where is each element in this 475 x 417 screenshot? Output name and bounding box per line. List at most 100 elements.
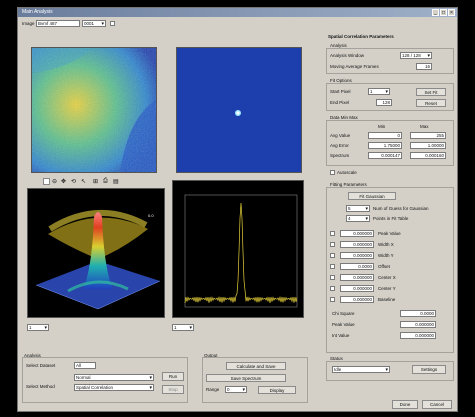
range-row-min[interactable]: 0: [368, 132, 402, 139]
autoscale-label: Autoscale: [337, 170, 357, 175]
end-pixel-field[interactable]: 128: [376, 99, 392, 106]
display-button[interactable]: Display: [258, 386, 296, 394]
title-bar: Main Analysis: [18, 8, 457, 17]
run-button[interactable]: Run: [162, 372, 184, 381]
reset-button[interactable]: Reset: [416, 99, 446, 107]
end-pixel-label: End Pixel: [330, 100, 350, 105]
method-select-2[interactable]: Spatial Correlation: [74, 384, 154, 391]
param-label: Width Y: [378, 253, 394, 258]
moving-average-field[interactable]: 16: [416, 63, 432, 70]
zoom-in-icon[interactable]: [43, 178, 50, 185]
intensity-image-graphic: [32, 48, 156, 172]
range-select[interactable]: 0: [225, 386, 247, 393]
min-column-header: Min: [378, 124, 386, 129]
start-pixel-select[interactable]: 1: [368, 88, 390, 95]
select-dataset-label: Select Dataset: [26, 363, 56, 368]
correlation-image[interactable]: [176, 47, 302, 173]
param-value[interactable]: 0.000000: [340, 274, 374, 281]
intensity-image[interactable]: [31, 47, 157, 173]
save-icon[interactable]: ▤: [113, 179, 119, 185]
param-value[interactable]: 0.000000: [340, 285, 374, 292]
surface-plot-graphic: 0.0: [35, 209, 161, 310]
info-checkbox[interactable]: [110, 21, 115, 26]
range-row-label: Spectrum: [330, 153, 350, 158]
param-label: Offset: [378, 264, 390, 269]
set-fit-button[interactable]: Set Fit: [416, 88, 446, 96]
range-row-label: Avg Error: [330, 143, 349, 148]
save-spectrum-button[interactable]: Save Spectrum: [206, 374, 286, 382]
param-value[interactable]: 0.000000: [340, 230, 374, 237]
param-checkbox[interactable]: [330, 297, 335, 302]
param-label: Peak Value: [378, 231, 401, 236]
settings-button[interactable]: Settings: [412, 365, 446, 374]
surface-spin[interactable]: 1: [27, 324, 49, 331]
param-label: Width X: [378, 242, 394, 247]
range-row-max[interactable]: 1.00000: [410, 142, 446, 149]
range-row-max[interactable]: 0.000160: [410, 152, 446, 159]
maximize-button[interactable]: □: [440, 9, 447, 16]
range-row-label: Avg Value: [330, 133, 351, 138]
method-select-1[interactable]: Normal: [74, 374, 154, 381]
select-dataset-field[interactable]: All: [74, 362, 96, 369]
analysis-title: Analysis: [24, 353, 41, 358]
analysis-window-select[interactable]: 128 / 128: [400, 52, 432, 59]
param-checkbox[interactable]: [330, 231, 335, 236]
zoom-out-icon[interactable]: ⊖: [52, 179, 58, 185]
points-select[interactable]: 4: [346, 215, 370, 222]
fit-options-title: Fit Options: [330, 78, 352, 83]
param-value[interactable]: 0.000000: [340, 241, 374, 248]
range-row-min[interactable]: 1.75000: [368, 142, 402, 149]
stat-label: Int Value: [332, 333, 350, 338]
start-pixel-label: Start Pixel: [330, 89, 351, 94]
cursor-icon[interactable]: ↖: [81, 179, 87, 185]
data-range-title: Data Min Max: [330, 115, 358, 120]
param-checkbox[interactable]: [330, 275, 335, 280]
minimize-button[interactable]: _: [432, 9, 439, 16]
data-icon[interactable]: ⊞: [93, 179, 99, 185]
spectrum-spin[interactable]: 1: [172, 324, 194, 331]
param-checkbox[interactable]: [330, 242, 335, 247]
param-value[interactable]: 0.000000: [340, 296, 374, 303]
stat-value: 0.000000: [400, 321, 436, 328]
done-button[interactable]: Done: [392, 400, 418, 409]
calculate-save-button[interactable]: Calculate and Save: [226, 362, 286, 370]
range-row-max[interactable]: 255: [410, 132, 446, 139]
num-guess-label: Num of Guess for Gaussian: [373, 206, 429, 211]
fit-gaussian-button[interactable]: Fit Gaussian: [348, 192, 396, 200]
cancel-button[interactable]: Cancel: [422, 400, 452, 409]
num-guess-select[interactable]: 5: [346, 205, 370, 212]
param-label: Center Y: [378, 286, 396, 291]
output-group: [202, 357, 308, 403]
svg-text:0.0: 0.0: [148, 213, 154, 218]
autoscale-checkbox[interactable]: [330, 170, 335, 175]
param-checkbox[interactable]: [330, 264, 335, 269]
param-value[interactable]: 0.000000: [340, 252, 374, 259]
print-icon[interactable]: ⎙: [103, 178, 108, 184]
status-select[interactable]: Idle: [332, 366, 390, 373]
stat-value: 0.0000: [400, 310, 436, 317]
max-column-header: Max: [420, 124, 429, 129]
stat-label: Peak Value: [332, 322, 355, 327]
param-checkbox[interactable]: [330, 253, 335, 258]
parameters-title: Spatial Correlation Parameters: [328, 34, 394, 39]
window-title: Main Analysis: [22, 9, 53, 15]
param-value[interactable]: 0.0000: [340, 263, 374, 270]
param-checkbox[interactable]: [330, 286, 335, 291]
rotate-icon[interactable]: ⟲: [71, 179, 77, 185]
stat-label: Chi Square: [332, 311, 355, 316]
spectrum-trace: [184, 202, 298, 304]
param-label: Baseline: [378, 297, 396, 302]
close-button[interactable]: ×: [448, 9, 455, 16]
image-name-field[interactable]: Bvmf 487: [36, 20, 80, 27]
range-row-min[interactable]: 0.000147: [368, 152, 402, 159]
stop-button[interactable]: Stop: [162, 385, 184, 394]
analysis-subtitle: Analysis: [330, 43, 347, 48]
frame-select[interactable]: 0001: [82, 20, 106, 27]
fitting-params-group: [326, 187, 454, 353]
status-title: Status: [330, 356, 343, 361]
pan-icon[interactable]: ✥: [61, 179, 67, 185]
param-label: Center X: [378, 275, 396, 280]
plot-toolbar: ⊖ ✥ ⟲ ↖ ⊞ ⎙ ▤: [31, 177, 157, 186]
spectrum-plot[interactable]: [172, 180, 304, 318]
surface-plot[interactable]: 0.0: [27, 188, 165, 318]
